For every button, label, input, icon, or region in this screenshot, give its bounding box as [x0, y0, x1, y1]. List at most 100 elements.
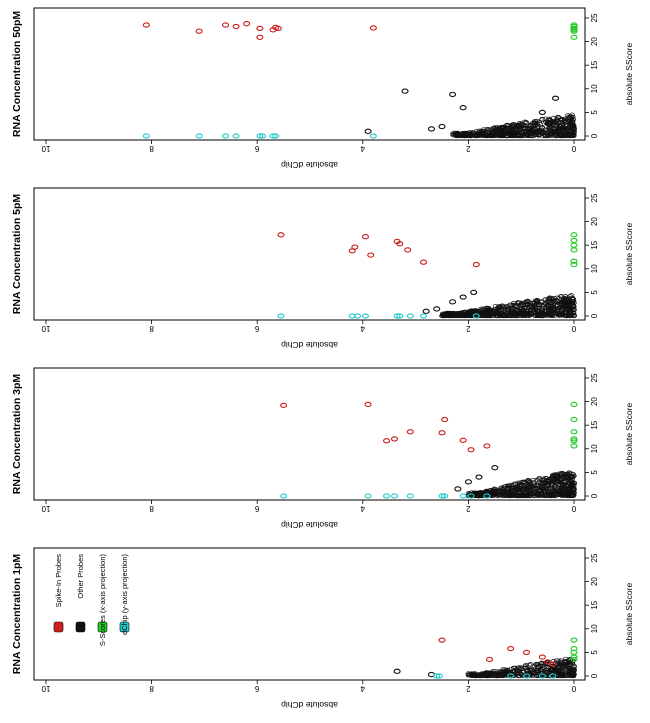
- data-point: [369, 133, 377, 139]
- x-tick-label: 0: [571, 144, 576, 153]
- data-point: [570, 28, 578, 34]
- other-probe-point: [549, 128, 556, 134]
- other-probe-point: [559, 491, 566, 496]
- other-probe-point: [516, 133, 523, 138]
- data-point: [551, 95, 560, 101]
- other-probe-point: [483, 133, 490, 138]
- y-tick-label: 25: [590, 373, 599, 382]
- other-probe-point: [539, 299, 546, 305]
- y-tick-label: 20: [590, 217, 599, 226]
- data-point: [570, 429, 578, 435]
- data-point: [435, 673, 443, 679]
- data-point: [383, 438, 391, 444]
- other-probe-point: [509, 305, 516, 310]
- x-tick-label: 10: [41, 684, 50, 693]
- other-probe-point: [525, 478, 532, 483]
- other-probe-point: [492, 487, 499, 492]
- other-probe-point: [488, 311, 495, 316]
- data-point: [438, 637, 446, 643]
- other-probe-point: [520, 309, 527, 314]
- y-tick-label: 5: [590, 290, 599, 295]
- data-point: [221, 133, 230, 139]
- other-probe-point: [552, 491, 559, 496]
- other-probe-point: [549, 667, 555, 672]
- other-probe-point: [553, 123, 560, 129]
- other-probe-point: [561, 304, 568, 309]
- y-tick-label: 25: [590, 13, 599, 22]
- data-point: [353, 313, 362, 319]
- data-point: [258, 133, 267, 139]
- data-point: [256, 133, 264, 139]
- data-point: [383, 493, 391, 499]
- data-point: [433, 306, 441, 312]
- other-probe-point: [500, 672, 507, 677]
- y-tick-label: 15: [590, 420, 599, 429]
- other-probe-point: [548, 481, 555, 487]
- data-point: [459, 437, 467, 443]
- other-probe-point: [505, 126, 512, 131]
- other-probe-point: [568, 133, 575, 138]
- other-probe-point: [520, 125, 527, 130]
- other-probes-cloud: [465, 656, 577, 679]
- y-axis-label: absolute SScore: [624, 583, 634, 646]
- y-tick-label: 15: [590, 240, 599, 249]
- series-other-probes: [422, 289, 478, 314]
- data-point: [570, 654, 578, 660]
- other-probe-point: [550, 295, 557, 301]
- other-probe-point: [559, 117, 566, 122]
- data-point: [549, 673, 557, 679]
- other-probe-point: [526, 493, 533, 498]
- other-probe-point: [525, 482, 532, 487]
- other-probe-point: [544, 311, 551, 316]
- x-tick-label: 2: [466, 144, 471, 153]
- legend: Spike-In Probes Other Probes S-Scores (x-a…: [53, 553, 130, 646]
- data-point: [396, 313, 404, 319]
- x-axis-label: absolute dChip: [281, 700, 338, 710]
- x-tick-label: 6: [254, 324, 259, 333]
- data-point: [507, 645, 515, 652]
- series-other-probes: [364, 88, 560, 134]
- data-point: [369, 25, 377, 31]
- other-probe-point: [541, 310, 548, 315]
- other-probe-point: [508, 666, 515, 672]
- x-tick-label: 4: [360, 504, 365, 513]
- other-probe-point: [558, 671, 565, 677]
- other-probe-point: [550, 306, 557, 311]
- data-point: [454, 486, 462, 492]
- data-point: [459, 493, 467, 499]
- other-probe-point: [497, 130, 504, 135]
- data-point: [570, 443, 578, 449]
- y-tick-label: 10: [590, 264, 599, 273]
- plot-frame: [33, 187, 586, 321]
- y-tick-label: 15: [590, 600, 599, 609]
- data-point: [142, 133, 150, 139]
- data-point: [491, 465, 499, 471]
- data-point: [221, 22, 230, 28]
- plot-frame: [33, 367, 586, 501]
- other-probe-point: [533, 668, 540, 673]
- series-spike-in-probes: [280, 401, 491, 453]
- other-probe-point: [477, 128, 484, 133]
- other-probe-point: [519, 673, 526, 678]
- series-dchip-y-axis-projection-: [277, 313, 480, 319]
- other-probe-point: [535, 311, 542, 317]
- series-spike-in-probes: [142, 21, 377, 41]
- other-probe-point: [548, 309, 555, 314]
- data-point: [449, 299, 457, 305]
- legend-swatch: [53, 621, 64, 633]
- data-point: [232, 23, 240, 30]
- y-tick-label: 15: [590, 60, 599, 69]
- other-probe-point: [543, 493, 550, 498]
- other-probe-point: [516, 122, 523, 127]
- other-probe-point: [558, 309, 565, 315]
- other-probe-point: [543, 131, 550, 136]
- data-point: [570, 261, 578, 268]
- y-tick-label: 5: [590, 110, 599, 115]
- data-point: [570, 438, 578, 444]
- other-probe-point: [570, 132, 577, 137]
- x-tick-label: 0: [571, 504, 576, 513]
- other-probe-point: [487, 673, 493, 679]
- other-probe-point: [535, 128, 542, 133]
- other-probe-point: [525, 130, 532, 136]
- legend-label: Spike-In Probes: [54, 554, 63, 608]
